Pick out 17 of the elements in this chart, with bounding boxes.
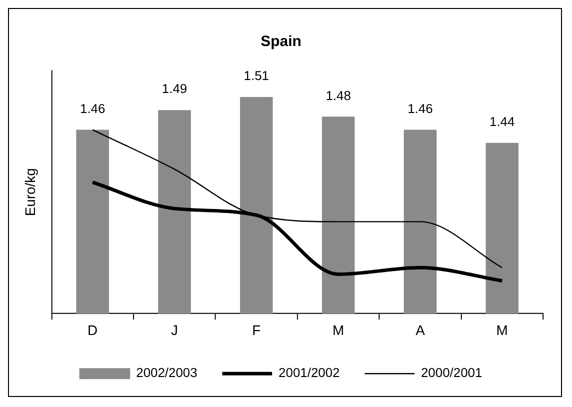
x-tick-label: M bbox=[496, 322, 508, 338]
chart-title: Spain bbox=[260, 32, 302, 50]
data-label: 1.49 bbox=[162, 81, 188, 96]
x-tick-label: J bbox=[171, 322, 178, 338]
data-label: 1.44 bbox=[490, 114, 515, 130]
data-label: 1.48 bbox=[326, 88, 351, 103]
data-label: 1.51 bbox=[244, 68, 270, 84]
x-tick-label: A bbox=[416, 322, 426, 338]
legend-label: 2001/2002 bbox=[278, 365, 340, 380]
x-tick-label: D bbox=[88, 322, 98, 338]
data-label: 1.46 bbox=[408, 100, 433, 116]
x-tick-label: M bbox=[332, 322, 344, 338]
legend-label: 2002/2003 bbox=[136, 365, 198, 380]
legend-label: 2000/2001 bbox=[420, 365, 482, 380]
x-tick-label: F bbox=[252, 322, 261, 338]
data-label: 1.46 bbox=[80, 100, 106, 116]
y-axis-title: Euro/kg bbox=[22, 168, 38, 216]
